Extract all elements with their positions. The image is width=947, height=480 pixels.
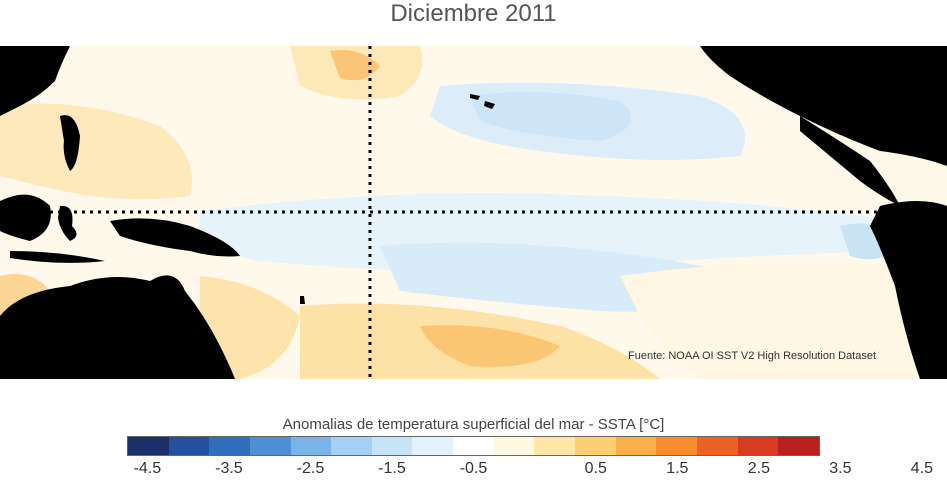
land-java: [10, 251, 105, 263]
colorbar-swatch: [371, 437, 413, 455]
colorbar-swatch: [575, 437, 616, 455]
warm-tasman: [200, 276, 300, 379]
ssta-map: [0, 46, 947, 379]
colorbar-swatch: [778, 437, 819, 455]
source-note: Fuente: NOAA OI SST V2 High Resolution D…: [628, 350, 877, 362]
warm-west-pacific: [0, 103, 192, 200]
colorbar: [127, 436, 820, 456]
cool-east-south: [620, 262, 947, 379]
land-sulawesi: [58, 205, 77, 241]
colorbar-title: Anomalias de temperatura superficial del…: [282, 416, 665, 433]
land-new-guinea: [110, 218, 240, 257]
colorbar-swatch: [493, 437, 535, 455]
land: [0, 46, 947, 379]
colorbar-swatch: [615, 437, 657, 455]
colorbar-tick-label: -0.5: [459, 460, 488, 477]
colorbar-swatch: [453, 437, 494, 455]
colorbar-tick-label: -4.5: [133, 460, 162, 477]
land-philippines: [60, 115, 80, 171]
land-asia: [0, 46, 70, 116]
colorbar-swatch: [128, 437, 169, 455]
colorbar-swatch: [656, 437, 697, 455]
land-new-zealand: [300, 296, 305, 304]
colorbar-swatch: [168, 437, 210, 455]
land-south-america: [870, 201, 947, 379]
colorbar-swatch: [696, 437, 738, 455]
cool-patch-north: [470, 92, 632, 141]
colorbar-tick-label: -1.5: [378, 460, 406, 477]
land-australia: [0, 275, 235, 379]
colorbar-tick-label: 3.5: [829, 460, 852, 477]
colorbar-swatch: [737, 437, 779, 455]
land-north-america: [700, 46, 947, 166]
land-borneo: [0, 194, 51, 241]
land-central-america: [800, 116, 900, 206]
colorbar-tick-label: 4.5: [910, 460, 934, 477]
colorbar-tick-label: -3.5: [215, 460, 243, 477]
colorbar-swatch: [290, 437, 332, 455]
colorbar-tick-label: 0.5: [584, 460, 607, 477]
warm-hotspot-south: [420, 325, 560, 367]
colorbar-tick-label: 1.5: [666, 460, 689, 477]
colorbar-swatch: [249, 437, 291, 455]
land-hawaii: [470, 94, 495, 109]
colorbar-tick-label: -2.5: [296, 460, 325, 477]
colorbar-swatch: [209, 437, 250, 455]
colorbar-swatch: [534, 437, 576, 455]
colorbar-tick-label: 2.5: [747, 460, 770, 477]
warm-hotspot-north: [330, 50, 380, 81]
colorbar-swatch: [331, 437, 372, 455]
colorbar-swatch: [412, 437, 454, 455]
map-title: Diciembre 2011: [390, 0, 557, 27]
